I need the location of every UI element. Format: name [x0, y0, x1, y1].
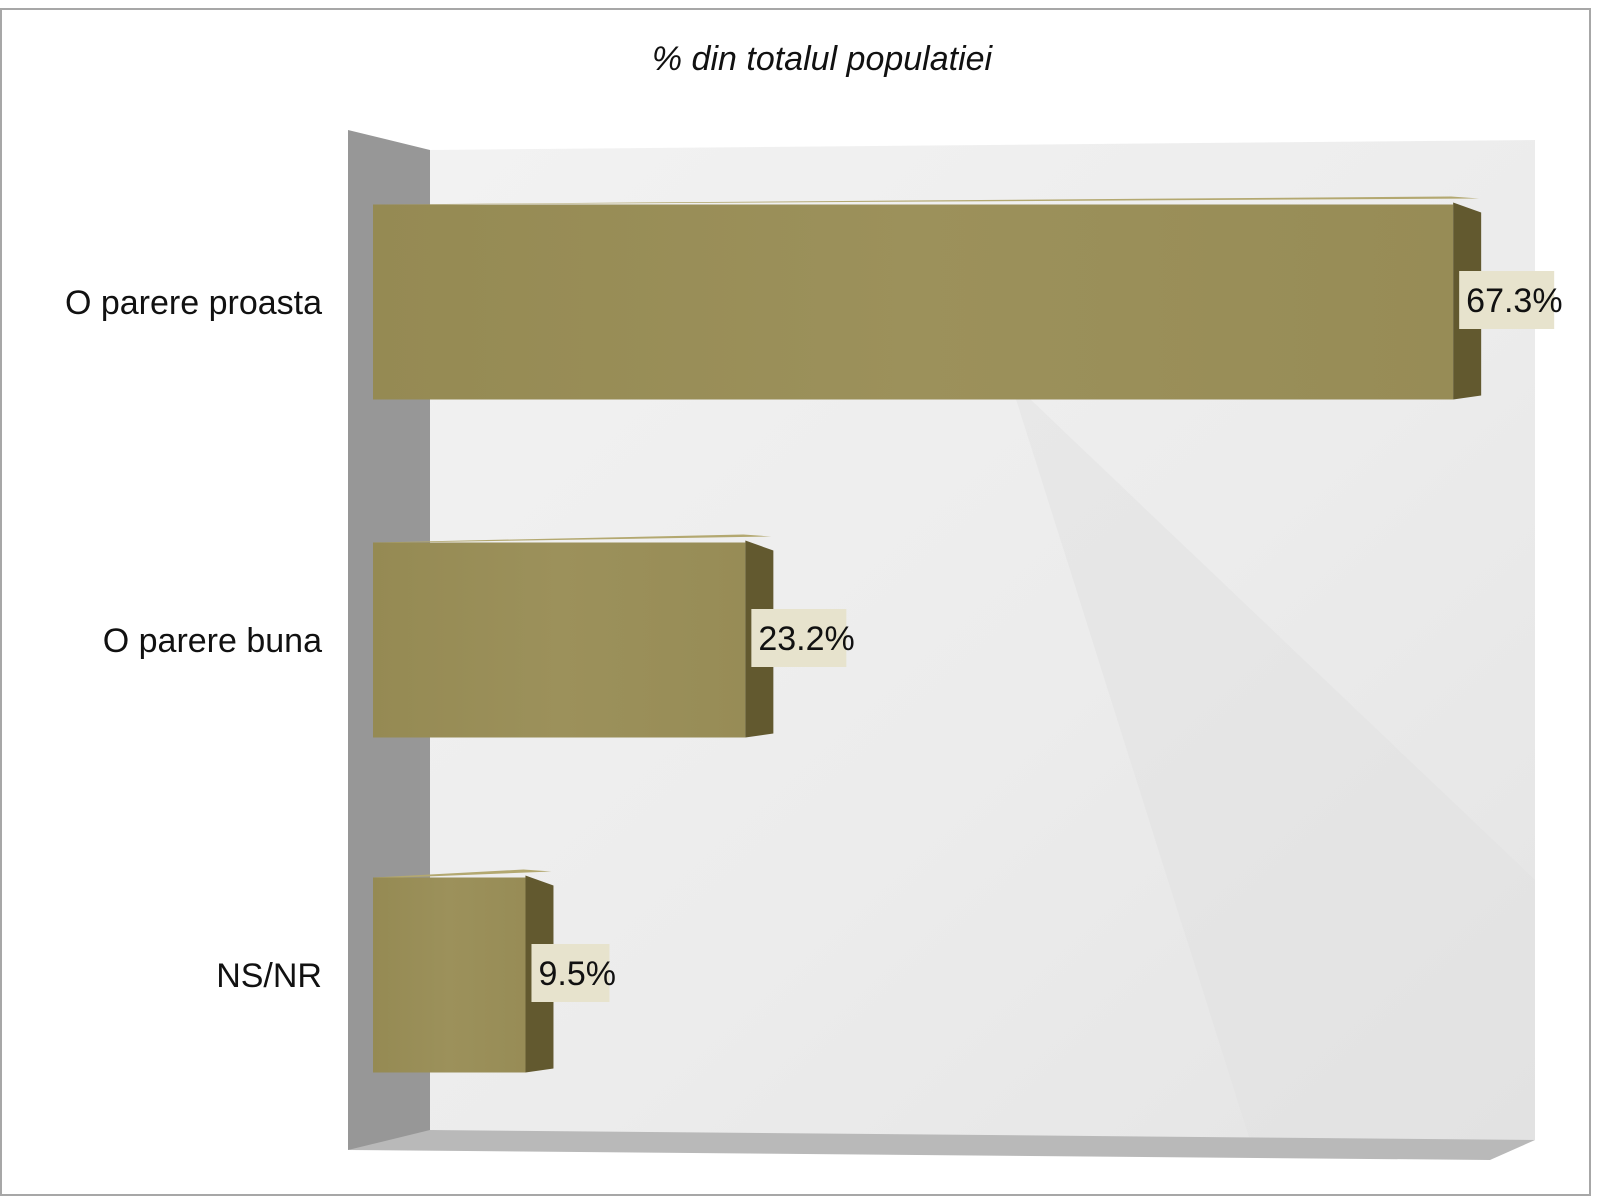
- bar: [373, 877, 526, 1073]
- value-label-background: [1459, 271, 1555, 329]
- category-label: O parere buna: [103, 622, 322, 660]
- bar-top-face: [373, 869, 552, 878]
- floor: [348, 1130, 1535, 1160]
- bar-group: NS/NR 9.5%: [216, 869, 616, 1073]
- diagonal-shade: [1010, 380, 1535, 1140]
- value-label: 23.2%: [758, 620, 854, 658]
- bar: [373, 542, 746, 738]
- value-label-background: [531, 944, 610, 1002]
- bar-top-face: [373, 534, 772, 543]
- value-label-background: [751, 609, 847, 667]
- value-label: 67.3%: [1466, 282, 1562, 320]
- value-label: 9.5%: [538, 955, 616, 993]
- category-label: O parere proasta: [65, 284, 322, 322]
- bar-group: O parere buna 23.2%: [103, 534, 855, 738]
- bars-layer: O parere proasta 67.3% O parere buna 23.2% N…: [65, 196, 1563, 1073]
- chart-title: % din totalul populatiei: [652, 40, 994, 78]
- bar: [373, 204, 1454, 400]
- category-label: NS/NR: [216, 957, 322, 995]
- bar-top-face: [373, 196, 1480, 205]
- bar-group: O parere proasta 67.3%: [65, 196, 1563, 400]
